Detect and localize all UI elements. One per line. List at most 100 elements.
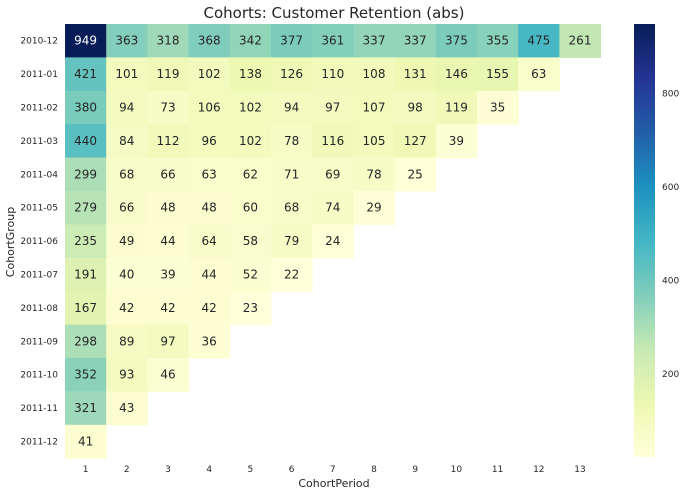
cell-value-label: 74 bbox=[325, 201, 340, 215]
x-tick-label: 7 bbox=[330, 465, 336, 475]
heatmap-cell bbox=[147, 124, 190, 159]
cell-value-label: 62 bbox=[243, 167, 258, 181]
y-tick-label: 2011-06 bbox=[20, 237, 58, 247]
heatmap-cell bbox=[147, 57, 190, 92]
cell-value-label: 22 bbox=[284, 268, 299, 282]
x-tick-label: 13 bbox=[574, 465, 585, 475]
heatmap-cell bbox=[271, 90, 313, 125]
x-tick-labels: 1 2 3 4 5 6 7 8 9 10 11 12 13 bbox=[83, 465, 586, 475]
cell-value-label: 191 bbox=[74, 268, 97, 282]
heatmap-cell bbox=[518, 57, 560, 92]
cell-value-label: 102 bbox=[239, 101, 262, 115]
cell-value-label: 421 bbox=[74, 67, 97, 81]
cell-value-label: 68 bbox=[119, 167, 134, 181]
heatmap-cell bbox=[312, 124, 354, 159]
y-tick-label: 2011-04 bbox=[20, 170, 58, 180]
x-tick-label: 8 bbox=[371, 465, 377, 475]
cell-value-label: 98 bbox=[408, 101, 423, 115]
cell-value-label: 352 bbox=[74, 368, 97, 382]
cell-value-label: 41 bbox=[78, 435, 93, 449]
heatmap-cell bbox=[106, 24, 148, 58]
heatmap-cell bbox=[106, 358, 148, 392]
heatmap-cell bbox=[271, 224, 313, 259]
cell-value-label: 25 bbox=[408, 167, 423, 181]
cell-value-label: 48 bbox=[202, 201, 217, 215]
y-tick-label: 2011-11 bbox=[20, 404, 58, 414]
heatmap-cell bbox=[147, 358, 190, 392]
cell-value-label: 60 bbox=[243, 201, 258, 215]
cell-value-label: 69 bbox=[325, 167, 340, 181]
x-tick-label: 3 bbox=[165, 465, 171, 475]
heatmap-cell bbox=[188, 257, 231, 292]
cell-value-label: 112 bbox=[157, 134, 180, 148]
cell-value-label: 94 bbox=[284, 101, 299, 115]
cell-value-label: 337 bbox=[363, 34, 386, 48]
heatmap-cell bbox=[435, 57, 478, 92]
x-tick-label: 9 bbox=[412, 465, 418, 475]
cell-value-label: 380 bbox=[74, 101, 97, 115]
cell-value-label: 71 bbox=[284, 167, 299, 181]
y-tick-label: 2011-10 bbox=[20, 371, 58, 381]
cell-value-label: 97 bbox=[160, 334, 175, 348]
heatmap-cell bbox=[106, 57, 148, 92]
heatmap-cell bbox=[353, 24, 396, 58]
y-tick-label: 2011-01 bbox=[20, 70, 58, 80]
heatmap-cells: 949 363 318 368 342 377 361 337 337 375 355 475 2614… bbox=[65, 24, 602, 459]
heatmap-cell bbox=[353, 90, 396, 125]
cell-value-label: 116 bbox=[321, 134, 344, 148]
heatmap-cell bbox=[271, 24, 313, 58]
heatmap-cell bbox=[229, 224, 272, 259]
heatmap-cell bbox=[271, 257, 313, 292]
cell-value-label: 94 bbox=[119, 101, 134, 115]
heatmap-cell bbox=[65, 224, 107, 259]
cell-value-label: 298 bbox=[74, 334, 97, 348]
heatmap-cell bbox=[229, 124, 272, 159]
cell-value-label: 167 bbox=[74, 301, 97, 315]
x-tick-label: 11 bbox=[492, 465, 503, 475]
cell-value-label: 42 bbox=[119, 301, 134, 315]
heatmap-cell bbox=[353, 157, 396, 192]
x-tick-label: 4 bbox=[206, 465, 212, 475]
cell-value-label: 78 bbox=[284, 134, 299, 148]
heatmap-cell bbox=[147, 291, 190, 326]
heatmap-cell bbox=[229, 191, 272, 225]
heatmap-cell bbox=[353, 124, 396, 159]
heatmap-cell bbox=[394, 157, 437, 192]
colorbar-tick-label: 600 bbox=[662, 183, 679, 193]
heatmap-cell bbox=[65, 257, 107, 292]
y-tick-label: 2011-05 bbox=[20, 204, 58, 214]
heatmap-cell bbox=[106, 191, 148, 225]
colorbar-tick-label: 800 bbox=[662, 90, 679, 100]
cell-value-label: 949 bbox=[74, 34, 97, 48]
cell-value-label: 440 bbox=[74, 134, 97, 148]
heatmap-cell bbox=[394, 57, 437, 92]
cell-value-label: 35 bbox=[490, 101, 505, 115]
cell-value-label: 39 bbox=[160, 268, 175, 282]
heatmap-cell bbox=[229, 291, 272, 326]
heatmap-cell bbox=[65, 391, 107, 426]
cell-value-label: 342 bbox=[239, 34, 262, 48]
heatmap-cell bbox=[394, 90, 437, 125]
heatmap-cell bbox=[106, 124, 148, 159]
cell-value-label: 44 bbox=[160, 234, 175, 248]
heatmap-cell bbox=[147, 24, 190, 58]
heatmap-cell bbox=[271, 57, 313, 92]
cell-value-label: 375 bbox=[445, 34, 468, 48]
cell-value-label: 42 bbox=[202, 301, 217, 315]
heatmap-cell bbox=[229, 57, 272, 92]
cell-value-label: 43 bbox=[119, 401, 134, 415]
cell-value-label: 84 bbox=[119, 134, 134, 148]
cell-value-label: 131 bbox=[404, 67, 427, 81]
heatmap-cell bbox=[435, 124, 478, 159]
heatmap-cell bbox=[147, 224, 190, 259]
heatmap-cell bbox=[271, 191, 313, 225]
cell-value-label: 105 bbox=[363, 134, 386, 148]
cell-value-label: 66 bbox=[119, 201, 134, 215]
heatmap-cell bbox=[188, 90, 231, 125]
colorbar-ticks: 200 400 600 800 bbox=[662, 90, 679, 380]
heatmap-cell bbox=[147, 257, 190, 292]
heatmap-cell bbox=[312, 57, 354, 92]
cell-value-label: 93 bbox=[119, 368, 134, 382]
heatmap-cell bbox=[106, 90, 148, 125]
heatmap-cell bbox=[559, 24, 602, 58]
